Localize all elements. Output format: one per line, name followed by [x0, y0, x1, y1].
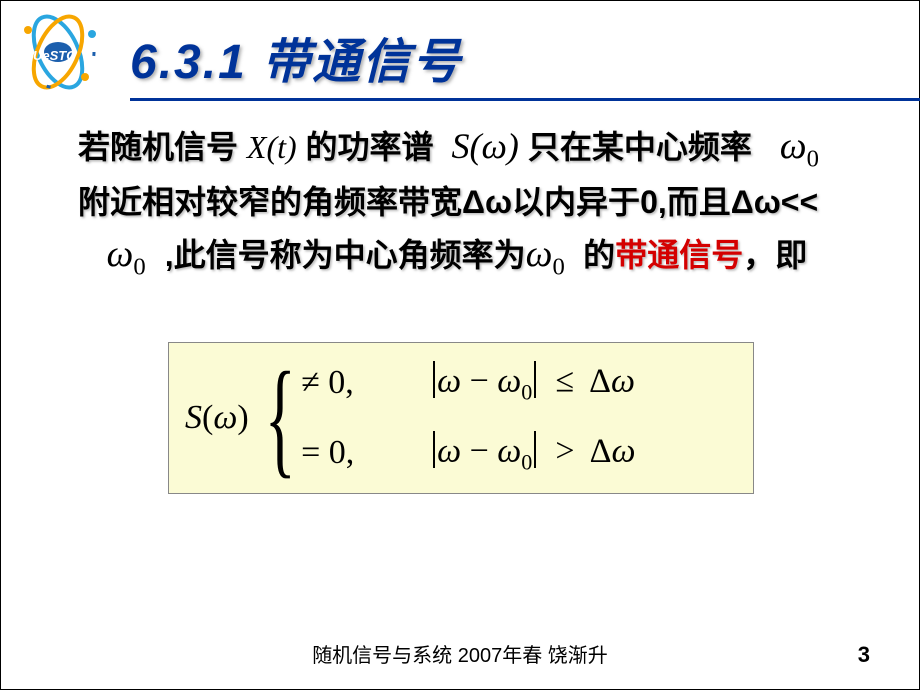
slide-title: 6.3.1 带通信号: [130, 22, 860, 92]
case-row: = 0, ω − ω0 > Δω: [301, 431, 737, 475]
title-underline: [130, 98, 920, 101]
math-xt: X(t): [247, 129, 297, 165]
text-fragment: 的: [583, 237, 615, 273]
text-ll: <<: [781, 184, 818, 220]
case-left: = 0,: [301, 434, 431, 472]
text-fragment: 附近相对较窄的角频率带宽: [78, 184, 462, 220]
case-left: ≠ 0,: [301, 364, 431, 402]
text-fragment: 若随机信号: [78, 129, 238, 165]
case-right: ω − ω0 ≤ Δω: [431, 361, 635, 405]
svg-text:UeSTC: UeSTC: [33, 48, 76, 63]
text-zero: 0,: [640, 184, 667, 220]
text-comma: ,: [165, 237, 174, 273]
equation-lhs: S(ω): [185, 399, 249, 437]
text-deltaomega: Δω: [462, 184, 512, 220]
text-fragment: 的功率谱: [306, 129, 434, 165]
body-paragraph: 若随机信号 X(t) 的功率谱 S(ω) 只在某中心频率 ω0 附近相对较窄的角…: [78, 118, 850, 285]
text-deltaomega: Δω: [731, 184, 781, 220]
case-row: ≠ 0, ω − ω0 ≤ Δω: [301, 361, 737, 405]
uestc-logo: UeSTC: [10, 12, 110, 92]
math-omega0: ω0: [526, 233, 575, 275]
slide-footer: 随机信号与系统 2007年春 饶渐升: [0, 639, 920, 668]
equation-cases: ≠ 0, ω − ω0 ≤ Δω = 0, ω − ω0 > Δω: [301, 361, 737, 476]
text-fragment: 以内异于: [512, 184, 640, 220]
text-fragment: 而且: [667, 184, 731, 220]
brace-icon: {: [264, 353, 295, 483]
text-fragment: 只在某中心频率: [528, 129, 752, 165]
page-number: 3: [858, 642, 870, 668]
text-fragment: ，即: [743, 237, 807, 273]
text-fragment: 此信号称为中心角频率为: [174, 237, 526, 273]
case-right: ω − ω0 > Δω: [431, 431, 635, 475]
slide-title-block: 6.3.1 带通信号: [130, 22, 860, 101]
text-bandpass: 带通信号: [615, 237, 743, 273]
equation-box: S(ω) { ≠ 0, ω − ω0 ≤ Δω = 0, ω − ω0 > Δω: [168, 342, 754, 494]
math-omega0: ω0: [761, 125, 838, 167]
math-sw: S(ω): [442, 126, 527, 166]
math-omega0: ω0: [78, 233, 165, 275]
